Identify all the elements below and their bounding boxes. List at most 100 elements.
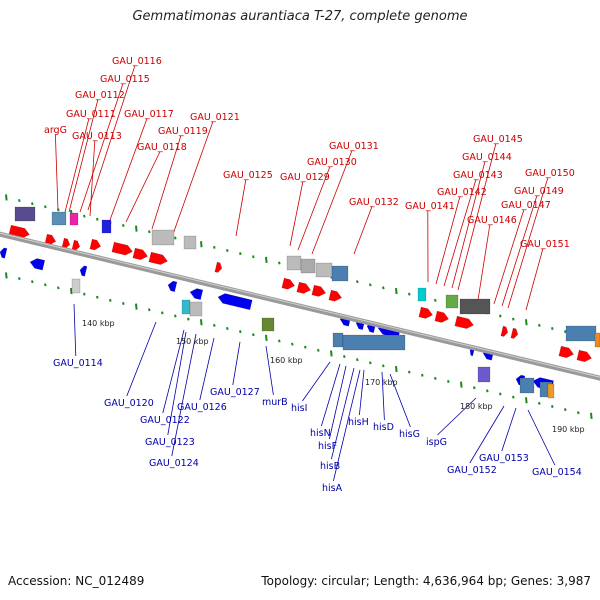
reverse-gene-arrow xyxy=(167,280,178,293)
cog-feature-box xyxy=(477,366,491,383)
forward-gene-arrow xyxy=(418,306,434,319)
cog-feature-box xyxy=(547,383,555,399)
tick-mark xyxy=(499,314,502,318)
scale-labels: 140 kbp 150 kbp 160 kbp 170 kbp 180 kbp 190 k… xyxy=(82,319,585,434)
tick-mark xyxy=(239,330,242,334)
tick-mark xyxy=(538,323,541,327)
reverse-gene-label: hisD xyxy=(373,422,394,433)
cog-feature-box xyxy=(417,287,427,302)
forward-gene-label-leader xyxy=(353,206,373,255)
tick-mark xyxy=(252,333,255,337)
forward-gene-arrow xyxy=(434,310,450,323)
tick-mark xyxy=(525,397,528,404)
tick-mark xyxy=(551,326,554,330)
forward-gene-label-leader xyxy=(89,140,96,217)
reverse-gene-label-leader xyxy=(359,369,365,416)
reverse-gene-label-leader xyxy=(265,345,274,396)
scale-label: 170 kbp xyxy=(365,378,398,387)
cog-feature-box xyxy=(183,235,197,250)
forward-gene-label: GAU_0141 xyxy=(405,201,455,212)
tick-mark xyxy=(278,339,281,343)
forward-gene-label-leader xyxy=(235,179,247,237)
forward-gene-label: GAU_0121 xyxy=(190,112,240,123)
tick-mark xyxy=(265,256,268,263)
tick-mark xyxy=(291,342,294,346)
cog-feature-box xyxy=(51,211,67,226)
forward-gene-label-leader xyxy=(477,224,491,301)
forward-gene-arrow xyxy=(71,239,81,251)
forward-gene-label: GAU_0143 xyxy=(453,170,503,181)
reverse-gene-arrow xyxy=(189,288,204,300)
reverse-gene-label-leader xyxy=(199,337,215,401)
forward-gene-arrow xyxy=(454,315,474,329)
reverse-gene-label: GAU_0127 xyxy=(210,387,260,398)
tick-mark xyxy=(5,272,8,279)
tick-mark xyxy=(252,255,255,259)
tick-mark xyxy=(421,373,424,377)
forward-gene-label-leader xyxy=(289,181,304,247)
cog-feature-box xyxy=(300,258,316,274)
forward-gene-label-leader xyxy=(79,83,124,213)
forward-gene-label-leader xyxy=(311,150,353,255)
forward-gene-label-leader xyxy=(493,209,525,305)
tick-mark xyxy=(109,298,112,302)
cog-feature-box xyxy=(565,325,597,342)
forward-gene-arrow xyxy=(61,237,71,249)
reverse-gene-label-leader xyxy=(527,409,556,466)
forward-gene-label: GAU_0150 xyxy=(525,168,575,179)
reverse-gene-label: hisF xyxy=(318,441,337,452)
forward-gene-label: argG xyxy=(44,125,67,136)
tick-mark xyxy=(473,386,476,390)
reverse-gene-label: GAU_0126 xyxy=(177,402,227,413)
backbone-line xyxy=(0,231,600,381)
cog-feature-box xyxy=(261,317,275,332)
forward-gene-arrow xyxy=(214,261,223,273)
tick-mark xyxy=(135,303,138,310)
cog-feature-box xyxy=(286,255,302,271)
tick-mark xyxy=(31,202,34,206)
tick-mark xyxy=(213,323,216,327)
forward-gene-label: GAU_0130 xyxy=(307,157,357,168)
forward-gene-arrow xyxy=(510,327,519,339)
backbone-highlight xyxy=(0,232,600,378)
reverse-gene-label-leader xyxy=(73,303,77,357)
reverse-gene-arrow xyxy=(29,258,46,271)
scale-label: 140 kbp xyxy=(82,319,115,328)
forward-gene-arrow xyxy=(328,289,343,302)
tick-mark xyxy=(512,317,515,321)
forward-gene-arrow xyxy=(576,349,592,362)
tick-mark xyxy=(44,283,47,287)
forward-gene-arrow xyxy=(296,281,312,294)
forward-gene-arrow xyxy=(311,284,327,297)
scale-label: 150 kbp xyxy=(176,337,209,346)
forward-gene-arrow xyxy=(148,251,168,265)
reverse-gene-label: ispG xyxy=(426,437,447,448)
forward-gene-label-leader xyxy=(443,179,477,287)
reverse-gene-label-leader xyxy=(302,361,331,402)
tick-mark xyxy=(122,224,125,228)
tick-mark xyxy=(226,326,229,330)
tick-mark xyxy=(83,214,86,218)
tick-mark xyxy=(408,370,411,374)
tick-mark xyxy=(564,330,567,334)
tick-mark xyxy=(122,302,125,306)
tick-mark xyxy=(356,280,359,284)
cog-feature-box xyxy=(459,298,491,315)
tick-mark xyxy=(31,280,34,284)
forward-gene-label: GAU_0117 xyxy=(124,109,174,120)
tick-mark xyxy=(447,380,450,384)
forward-gene-label: GAU_0112 xyxy=(75,90,125,101)
reverse-gene-label-leader xyxy=(437,397,477,436)
reverse-gene-label: GAU_0153 xyxy=(479,453,529,464)
forward-gene-label: GAU_0144 xyxy=(462,152,512,163)
forward-gene-label-leader xyxy=(171,121,214,238)
tick-mark xyxy=(187,317,190,321)
reverse-gene-label-leader xyxy=(321,363,341,427)
reverse-gene-label: murB xyxy=(262,397,288,408)
reverse-gene-label: GAU_0122 xyxy=(140,415,190,426)
tick-mark xyxy=(460,381,463,388)
forward-gene-arrow xyxy=(8,224,30,239)
forward-gene-label-leader xyxy=(68,99,99,213)
tick-mark xyxy=(317,348,320,352)
